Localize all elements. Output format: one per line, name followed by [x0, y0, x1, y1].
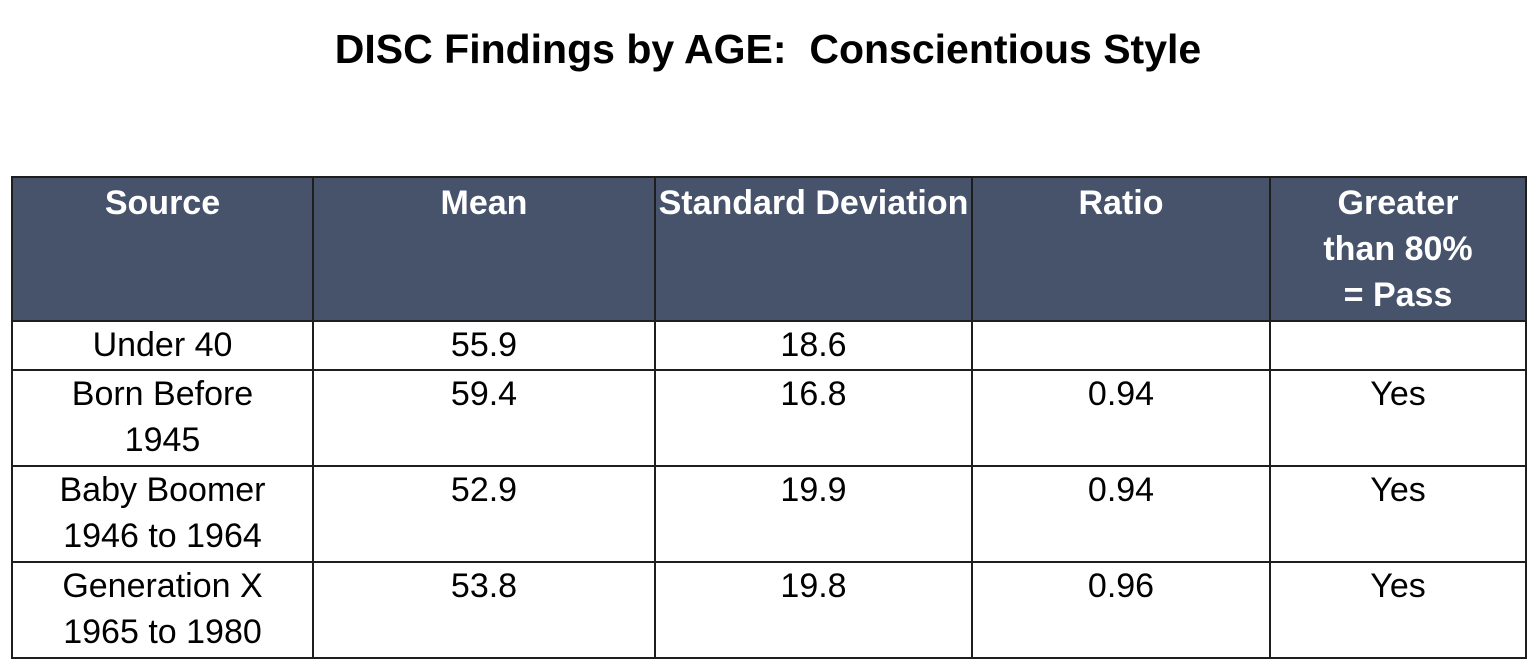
table-row: Generation X 1965 to 1980 53.8 19.8 0.96 Yes: [11, 561, 1527, 659]
header-cell: Greater than 80% = Pass: [1269, 176, 1527, 322]
table-cell: Born Before 1945: [11, 369, 314, 467]
table-cell: 53.8: [312, 561, 656, 659]
table-cell: [971, 320, 1271, 371]
table-cell: 19.8: [654, 561, 973, 659]
header-cell: Standard Deviation: [654, 176, 973, 322]
table-cell: 18.6: [654, 320, 973, 371]
table-cell: 0.94: [971, 369, 1271, 467]
table-cell: 59.4: [312, 369, 656, 467]
table-cell: 0.94: [971, 465, 1271, 563]
header-cell: Source: [11, 176, 314, 322]
table-row: Baby Boomer 1946 to 1964 52.9 19.9 0.94 Yes: [11, 465, 1527, 563]
title: DISC Findings by AGE: Conscientious Styl…: [334, 26, 1202, 72]
header-cell: Mean: [312, 176, 656, 322]
table-cell: 52.9: [312, 465, 656, 563]
header-row: Source Mean Standard Deviation Ratio Greater…: [11, 176, 1527, 322]
table-cell: Under 40: [11, 320, 314, 371]
table-cell: Yes: [1269, 369, 1527, 467]
table-cell: 55.9: [312, 320, 656, 371]
table-cell: 19.9: [654, 465, 973, 563]
table-cell: Yes: [1269, 465, 1527, 563]
table-row: Born Before 1945 59.4 16.8 0.94 Yes: [11, 369, 1527, 467]
header-cell: Ratio: [971, 176, 1271, 322]
table-row: Under 40 55.9 18.6: [11, 320, 1527, 371]
data-table: Source Mean Standard Deviation Ratio Greater…: [11, 176, 1527, 659]
table-cell: Baby Boomer 1946 to 1964: [11, 465, 314, 563]
table-cell: Generation X 1965 to 1980: [11, 561, 314, 659]
table-cell: [1269, 320, 1527, 371]
table-cell: 16.8: [654, 369, 973, 467]
table-cell: Yes: [1269, 561, 1527, 659]
table-cell: 0.96: [971, 561, 1271, 659]
table-body: Under 40 55.9 18.6 Born Before 1945 59.4 16.8…: [11, 320, 1527, 659]
